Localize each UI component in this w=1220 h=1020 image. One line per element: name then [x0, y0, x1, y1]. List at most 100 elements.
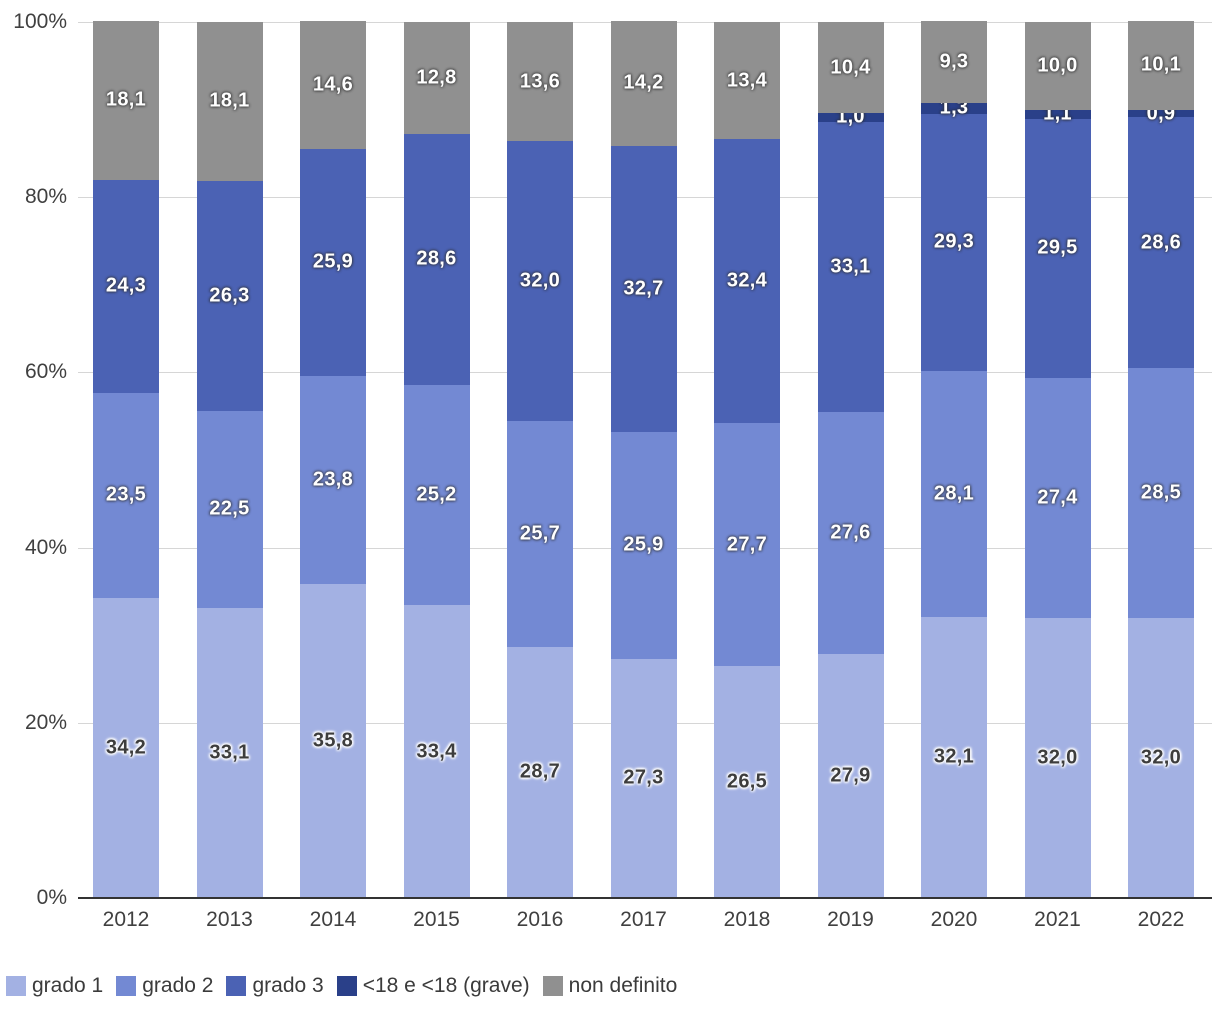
bar-segment-grado-1-2015: 33,4	[403, 605, 470, 898]
bar-segment-grado-1-2019: 27,9	[817, 653, 884, 898]
x-axis-tick-label-2014: 2014	[309, 908, 357, 931]
bar-segment-non-definito-2014: 14,6	[300, 21, 366, 149]
bar-segment-grado-3-2022: 28,6	[1128, 117, 1194, 368]
bar-value-label: 32,7	[623, 277, 664, 300]
bar-segment-grado-1-2020: 32,1	[921, 616, 987, 898]
bar-value-label: 25,2	[416, 483, 457, 506]
y-axis-tick-label: 20%	[24, 710, 67, 734]
bar-segment-grado-2-2021: 27,4	[1024, 377, 1091, 618]
bar-value-label: 28,1	[933, 482, 975, 505]
bar-segment-grado-1-2017: 27,3	[610, 658, 677, 898]
bar-segment-grado-1-2021: 32,0	[1024, 617, 1091, 898]
bar-segment-grado-1-2014: 35,8	[300, 584, 366, 898]
bar-value-label: 27,6	[830, 521, 871, 544]
x-axis-tick-label-2018: 2018	[723, 908, 771, 931]
legend-label: grado 2	[142, 974, 214, 997]
bar-value-label: 33,1	[830, 255, 871, 278]
bar-segment-grado-3-2020: 29,3	[921, 113, 987, 371]
x-axis-line	[78, 897, 1212, 899]
y-axis-tick-label: 80%	[24, 185, 67, 209]
x-axis-tick-label-2016: 2016	[516, 908, 564, 931]
bar-segment-grado-3-2018: 32,4	[714, 139, 780, 424]
bar-value-label: 32,1	[933, 745, 975, 768]
bar-value-label: 18,1	[209, 89, 250, 112]
bar-value-label: 28,6	[416, 247, 457, 270]
bar-value-label: 27,7	[726, 533, 768, 556]
bar-value-label: 18,1	[105, 88, 147, 111]
bar-segment-grado-1-2022: 32,0	[1128, 617, 1194, 898]
bar-segment-non-definito-2013: 18,1	[196, 22, 263, 181]
bar-segment-grado-3-2012: 24,3	[93, 179, 159, 393]
bar-value-label: 25,9	[623, 533, 664, 556]
bar-value-label: 32,0	[519, 269, 561, 292]
legend-label: <18 e <18 (grave)	[362, 974, 530, 997]
bar-segment-non-definito-2016: 13,6	[507, 22, 573, 142]
bar-segment-grado-2-2020: 28,1	[921, 370, 987, 617]
bar-value-label: 34,2	[105, 736, 147, 759]
bar-segment-grado-3-2013: 26,3	[196, 180, 263, 411]
bar-value-label: 33,4	[416, 740, 457, 763]
bar-value-label: 28,6	[1140, 231, 1182, 254]
bar-value-label: 28,5	[1140, 481, 1182, 504]
x-axis-tick-label-2020: 2020	[930, 908, 978, 931]
x-axis-tick-label-2021: 2021	[1034, 908, 1081, 931]
legend-swatch-grado-2	[116, 976, 137, 996]
bar-value-label: 27,9	[830, 764, 871, 787]
bar-value-label: 26,3	[209, 284, 250, 307]
bar-value-label: 10,4	[830, 56, 871, 79]
bar-value-label: 22,5	[209, 497, 250, 520]
bar-segment-grado-2-2015: 25,2	[403, 384, 470, 606]
y-axis-tick-label: 100%	[13, 10, 67, 33]
bar-value-label: 29,5	[1037, 236, 1078, 259]
bar-value-label: 14,6	[312, 73, 354, 96]
bar-value-label: 23,5	[105, 483, 147, 506]
x-axis-tick-label-2017: 2017	[620, 908, 667, 931]
x-axis-tick-label-2015: 2015	[413, 908, 460, 931]
legend-label: grado 1	[32, 974, 104, 997]
bar-segment-grado-2-2019: 27,6	[817, 411, 884, 654]
bar-value-label: 25,7	[519, 522, 561, 545]
bar-segment-grado-2-2012: 23,5	[93, 392, 159, 599]
legend-item-grado-2: grado 2	[116, 974, 213, 998]
bar-segment-non-definito-2017: 14,2	[610, 21, 677, 146]
legend-item-grado-3: grado 3	[226, 974, 324, 998]
bar-segment-grado-1-2012: 34,2	[93, 598, 159, 898]
bar-value-label: 35,8	[312, 729, 354, 752]
bar-segment-18-e-18-grave-2021: 1,1	[1024, 103, 1091, 125]
bar-segment-18-e-18-grave-2022: 0,9	[1128, 102, 1194, 124]
bar-value-label: 10,1	[1140, 53, 1182, 76]
bar-segment-grado-3-2019: 33,1	[817, 121, 884, 412]
bar-value-label: 13,4	[726, 69, 768, 92]
bar-value-label: 23,8	[312, 468, 354, 491]
bar-segment-grado-3-2016: 32,0	[507, 141, 573, 422]
x-axis-tick-label-2013: 2013	[206, 908, 253, 931]
bar-segment-non-definito-2015: 12,8	[403, 22, 470, 135]
legend-item-non-definito: non definito	[542, 974, 678, 998]
bar-value-label: 27,3	[623, 766, 664, 789]
bar-segment-grado-3-2021: 29,5	[1024, 119, 1091, 378]
legend-swatch-grado-3	[226, 976, 247, 996]
x-axis-tick-label-2012: 2012	[102, 908, 150, 931]
bar-segment-grado-1-2016: 28,7	[507, 646, 573, 898]
bar-segment-non-definito-2012: 18,1	[93, 21, 159, 180]
y-axis-tick-label: 40%	[24, 535, 67, 559]
bar-segment-grado-2-2022: 28,5	[1128, 368, 1194, 618]
legend-label: grado 3	[252, 974, 324, 997]
bar-segment-18-e-18-grave-2019: 1,0	[817, 106, 884, 128]
bar-segment-non-definito-2020: 9,3	[921, 21, 987, 103]
legend-swatch-non-definito	[542, 976, 563, 996]
bar-segment-grado-2-2013: 22,5	[196, 410, 263, 609]
bar-segment-18-e-18-grave-2020: 1,3	[921, 97, 987, 119]
legend-label: non definito	[568, 974, 678, 997]
bar-segment-non-definito-2019: 10,4	[817, 22, 884, 114]
bar-segment-grado-1-2013: 33,1	[196, 608, 263, 898]
bar-value-label: 29,3	[933, 230, 975, 253]
bar-value-label: 32,0	[1037, 746, 1078, 769]
legend-item-grado-1: grado 1	[6, 974, 103, 998]
bar-segment-grado-3-2014: 25,9	[300, 149, 366, 376]
bar-value-label: 25,9	[312, 250, 354, 273]
bar-value-label: 32,0	[1140, 746, 1182, 769]
x-axis-tick-label-2022: 2022	[1137, 908, 1185, 931]
legend-item-18-e-18-grave: <18 e <18 (grave)	[336, 974, 530, 998]
